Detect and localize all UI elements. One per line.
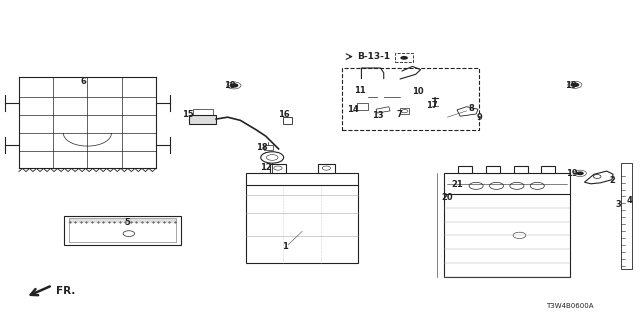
Text: FR.: FR. [56,286,76,296]
Text: 21: 21 [452,180,463,189]
Text: 1: 1 [282,242,288,251]
Text: 20: 20 [442,193,453,202]
Bar [400,108,409,114]
Bar [395,53,413,62]
Bar [246,172,358,263]
Circle shape [576,172,584,175]
Bar [283,117,292,124]
Circle shape [400,56,408,60]
Bar [486,165,500,173]
Bar [514,165,528,173]
Bar [621,163,632,269]
Text: 2: 2 [609,176,615,185]
Text: 14: 14 [348,105,359,114]
Bar [342,68,479,130]
Bar [189,115,216,124]
Bar [458,165,472,173]
Bar [68,218,176,243]
Text: T3W4B0600A: T3W4B0600A [547,303,594,309]
Text: 17: 17 [426,101,437,110]
Bar [193,109,213,115]
Text: 15: 15 [182,109,194,118]
Bar [269,164,286,172]
Text: 5: 5 [124,218,130,227]
Circle shape [230,83,239,88]
Text: 9: 9 [476,113,482,122]
Text: 8: 8 [468,104,474,113]
Text: 18: 18 [255,143,267,152]
Circle shape [570,83,579,87]
Bar [444,173,570,276]
Text: 19: 19 [224,81,236,90]
Bar [318,164,335,172]
Bar [264,145,273,150]
Text: 16: 16 [278,110,289,119]
Text: 12: 12 [260,164,272,172]
Text: 11: 11 [354,86,365,95]
Text: B-13-1: B-13-1 [357,52,390,61]
Text: 4: 4 [626,196,632,205]
Bar [541,165,555,173]
Text: 3: 3 [615,200,621,209]
Text: 6: 6 [80,77,86,86]
Text: 7: 7 [397,110,403,119]
Bar [63,216,181,245]
Text: 19: 19 [564,81,576,90]
Text: 10: 10 [412,87,424,96]
Text: 13: 13 [372,111,383,120]
Text: 19: 19 [566,169,578,178]
Bar [357,103,369,110]
